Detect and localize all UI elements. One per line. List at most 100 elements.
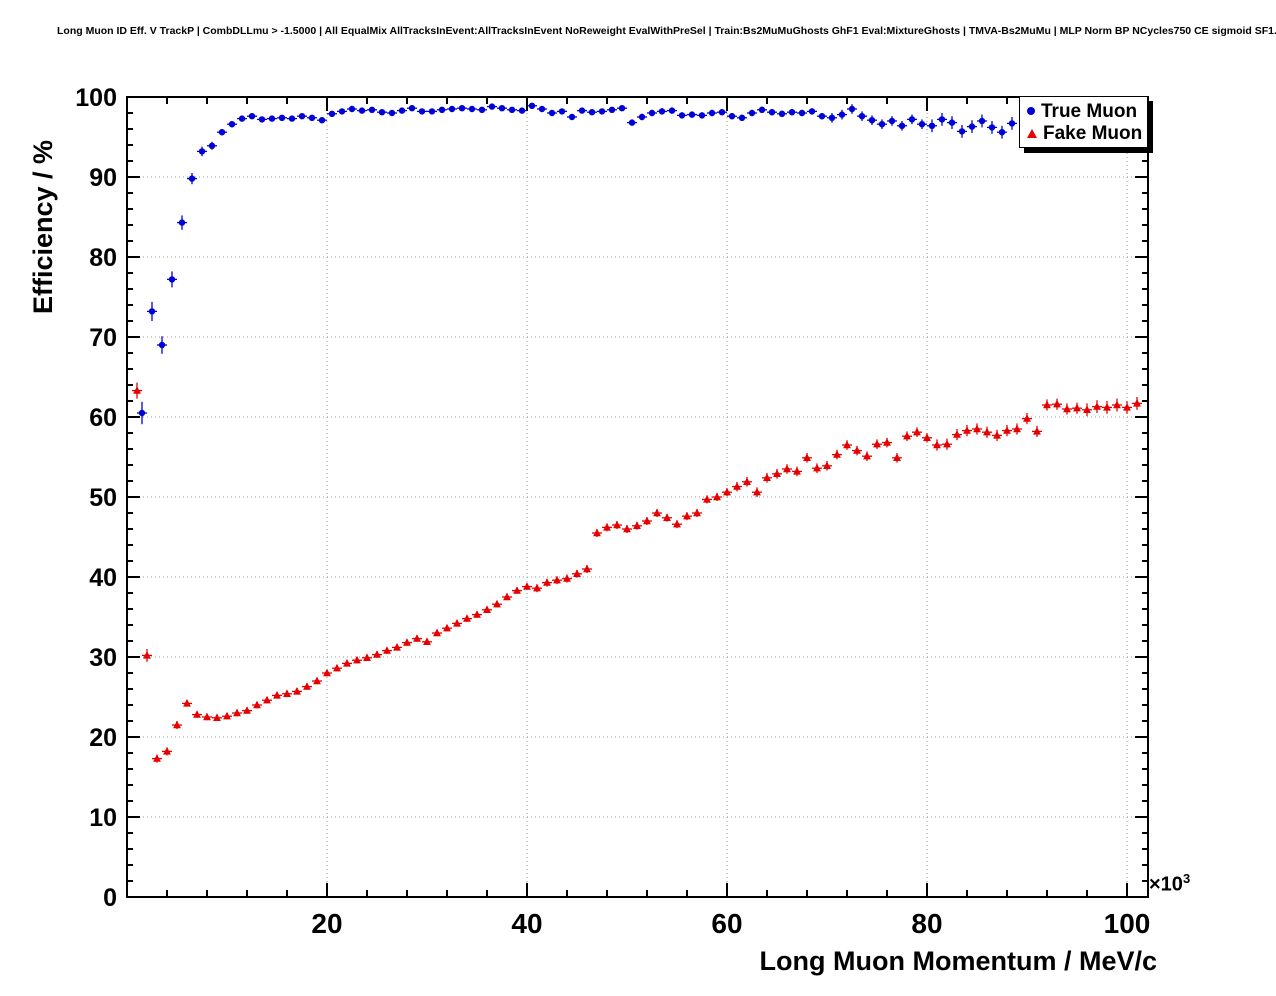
data-point-marker <box>293 687 301 695</box>
data-point-marker <box>798 109 806 117</box>
data-point-marker <box>528 102 536 110</box>
data-point-marker <box>413 634 421 642</box>
data-point-marker <box>353 655 361 664</box>
data-point-marker <box>363 653 371 661</box>
data-point-marker <box>488 103 496 110</box>
data-point-marker <box>163 747 171 755</box>
data-point-marker <box>768 109 776 116</box>
data-point-marker <box>148 308 156 315</box>
data-point-marker <box>943 439 951 448</box>
data-point-marker <box>518 107 526 114</box>
data-point-marker <box>223 711 231 720</box>
data-point-marker <box>298 113 306 120</box>
x-axis-exponent: ×103 <box>1149 871 1190 897</box>
y-axis-title: Efficiency / % <box>28 139 58 314</box>
data-point-marker <box>813 463 821 472</box>
data-point-marker <box>588 109 596 116</box>
series-true-muon <box>137 102 1017 425</box>
data-point-marker <box>258 116 266 123</box>
data-point-marker <box>188 175 196 182</box>
data-point-marker <box>473 610 481 618</box>
data-point-marker <box>343 659 351 667</box>
data-point-marker <box>858 113 866 120</box>
data-point-marker <box>933 440 941 449</box>
y-tick-label: 60 <box>89 404 117 432</box>
y-tick-label: 20 <box>89 724 117 752</box>
data-point-marker <box>1063 404 1071 413</box>
data-point-marker <box>683 511 691 520</box>
data-point-marker <box>373 650 381 658</box>
data-point-marker <box>468 105 476 113</box>
data-point-marker <box>208 142 216 149</box>
data-point-marker <box>898 122 906 129</box>
data-point-marker <box>383 646 391 654</box>
data-point-marker <box>1133 399 1141 407</box>
data-point-marker <box>998 129 1006 136</box>
data-point-marker <box>678 112 686 119</box>
data-point-marker <box>193 710 201 718</box>
data-point-marker <box>693 508 701 517</box>
data-point-marker <box>448 105 456 113</box>
data-point-marker <box>273 691 281 699</box>
data-point-marker <box>783 464 791 473</box>
data-point-marker <box>618 105 626 112</box>
y-tick-label: 70 <box>89 324 117 352</box>
data-point-marker <box>158 341 166 349</box>
data-point-marker <box>753 487 761 496</box>
legend: True Muon Fake Muon <box>1019 96 1148 148</box>
data-point-marker <box>393 643 401 651</box>
data-point-marker <box>638 113 646 121</box>
data-point-marker <box>418 108 426 115</box>
data-point-marker <box>583 564 591 573</box>
data-point-marker <box>443 623 451 632</box>
data-point-marker <box>203 712 211 721</box>
data-point-marker <box>803 453 811 461</box>
data-point-marker <box>848 105 856 113</box>
data-point-marker <box>653 508 661 517</box>
data-point-marker <box>438 106 446 114</box>
data-point-marker <box>308 114 316 122</box>
plot-title: Long Muon ID Eff. V TrackP | CombDLLmu >… <box>57 25 1276 37</box>
data-point-marker <box>793 467 801 475</box>
data-point-marker <box>963 426 971 434</box>
data-point-marker <box>818 113 826 120</box>
data-point-marker <box>863 451 871 460</box>
data-point-marker <box>913 427 921 436</box>
data-point-marker <box>318 117 326 124</box>
data-point-marker <box>1093 402 1101 410</box>
data-point-marker <box>183 699 191 707</box>
data-point-marker <box>608 106 616 114</box>
data-point-marker <box>923 433 931 441</box>
data-point-marker <box>883 438 891 446</box>
data-point-marker <box>738 114 746 122</box>
data-point-marker <box>808 108 816 115</box>
data-point-marker <box>703 495 711 503</box>
data-point-marker <box>1023 414 1031 422</box>
data-point-marker <box>983 427 991 436</box>
data-point-marker <box>543 578 551 586</box>
data-point-marker <box>428 108 436 115</box>
data-point-marker <box>248 113 256 120</box>
data-point-marker <box>603 523 611 531</box>
data-point-marker <box>743 477 751 485</box>
data-point-marker <box>143 651 151 659</box>
data-point-marker <box>903 431 911 440</box>
data-point-marker <box>178 219 186 226</box>
data-point-marker <box>843 440 851 449</box>
data-point-marker <box>878 121 886 128</box>
data-point-marker <box>868 117 876 124</box>
data-point-marker <box>538 105 546 113</box>
x-axis-title: Long Muon Momentum / MeV/c <box>759 946 1157 976</box>
data-point-marker <box>368 106 376 114</box>
legend-label-true-muon: True Muon <box>1041 100 1138 122</box>
data-point-marker <box>458 105 466 112</box>
data-point-marker <box>398 107 406 114</box>
data-point-marker <box>513 586 521 594</box>
data-point-marker <box>408 105 416 112</box>
data-point-marker <box>1003 426 1011 434</box>
data-point-marker <box>633 521 641 529</box>
data-point-marker <box>498 105 506 112</box>
data-point-marker <box>333 663 341 672</box>
y-tick-label: 30 <box>89 644 117 672</box>
